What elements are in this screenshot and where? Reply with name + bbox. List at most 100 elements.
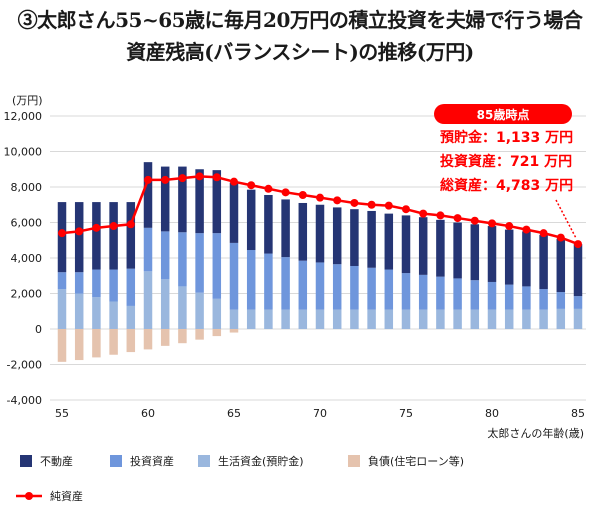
net-assets-point [453, 214, 462, 223]
legend-swatch [20, 455, 32, 467]
bar-segment [539, 234, 548, 290]
bar-segment [178, 329, 187, 344]
bar-segment [143, 162, 153, 228]
bar-segment [539, 309, 548, 329]
bar-segment [92, 202, 101, 270]
bar-segment [92, 269, 101, 298]
net-assets-point [436, 211, 445, 220]
bar-segment [160, 279, 170, 329]
bar-segment [350, 309, 359, 329]
legend-label: 投資資産 [130, 454, 174, 468]
y-axis: (万円) -4,000 -2,000 0 2,000 4,000 6,000 8,000 10… [4, 94, 43, 407]
bar-segment [212, 298, 222, 329]
net-assets-point [522, 225, 531, 234]
legend-label: 不動産 [40, 454, 73, 468]
bar-segment [178, 166, 187, 233]
bar-segment [470, 309, 480, 329]
bar-segment [212, 233, 222, 299]
net-assets-point [178, 174, 187, 183]
y-tick-label: 8,000 [11, 181, 43, 194]
x-tick-label: 70 [313, 407, 327, 420]
bar-segment [195, 329, 204, 340]
bar-segment [436, 276, 445, 310]
net-assets-line [58, 172, 582, 249]
annotation-pointer [555, 199, 577, 239]
bar-segment [367, 267, 376, 310]
bar-segment [401, 273, 411, 310]
bar-segment [229, 309, 239, 329]
bar-segment [298, 309, 308, 329]
bar-segment [315, 309, 325, 329]
y-axis-unit-label: (万円) [12, 94, 43, 107]
bar-segment [246, 309, 256, 329]
bar-segment [487, 309, 497, 329]
legend: 不動産 投資資産 生活資金(預貯金) 負債(住宅ローン等) 純資産 [16, 454, 464, 503]
legend-label: 純資産 [50, 490, 83, 503]
legend-swatch [198, 455, 210, 467]
bar-segment [504, 229, 514, 285]
bar-segment [470, 224, 480, 281]
net-assets-point [539, 229, 548, 238]
y-tick-label: 2,000 [11, 288, 43, 301]
bar-segment [212, 329, 222, 337]
bar-segment [436, 219, 445, 277]
bar-segment [556, 238, 566, 293]
bar-segment [453, 278, 462, 310]
bar-segment [264, 194, 273, 254]
bar-segment [109, 202, 118, 270]
bar-segment [522, 286, 531, 310]
x-axis: 太郎さんの年齢(歳) 55 60 65 70 75 80 85 [55, 407, 585, 440]
net-assets-point [333, 196, 342, 205]
net-assets-point [419, 209, 428, 218]
bar-segment [281, 309, 290, 329]
bar-segment [418, 217, 428, 275]
bar-segment [92, 329, 101, 358]
bar-segment [143, 227, 153, 272]
bar-segment [522, 231, 531, 287]
bar-segment [556, 292, 566, 309]
bar-segment [384, 269, 394, 310]
bar-segment [384, 309, 394, 329]
annotation-line: 総資産：4,783 万円 [440, 177, 573, 194]
net-assets-point [109, 222, 118, 231]
bar-segment [350, 265, 359, 310]
bar-segment [126, 329, 136, 353]
x-tick-label: 80 [485, 407, 499, 420]
annotation-badge-label: 85歳時点 [477, 107, 530, 122]
bar-segment [57, 329, 67, 362]
bar-segment [229, 242, 239, 310]
bar-segment [229, 182, 239, 243]
annotation-line: 預貯金：1,133 万円 [440, 129, 573, 146]
net-assets-point [505, 222, 514, 231]
net-assets-point [384, 201, 393, 210]
net-assets-point [126, 220, 135, 229]
x-tick-label: 60 [141, 407, 155, 420]
bar-segment [315, 204, 325, 263]
y-tick-label: -4,000 [7, 394, 42, 407]
x-tick-label: 55 [55, 407, 69, 420]
bar-segment [126, 305, 136, 329]
bar-segment [487, 226, 497, 282]
bar-segment [487, 281, 497, 310]
bar-segment [315, 262, 325, 310]
bar-segment [367, 309, 376, 329]
bar-segment [264, 309, 273, 329]
bar-segment [332, 207, 342, 265]
bar-segment [109, 269, 118, 302]
chart-title-line1: ③太郎さん55~65歳に毎月20万円の積立投資を夫婦で行う場合 [17, 8, 583, 32]
bar-segment [178, 232, 187, 287]
net-assets-point [161, 175, 170, 184]
chart-title-line2: 資産残高(バランスシート)の推移(万円) [126, 40, 474, 64]
legend-label: 負債(住宅ローン等) [368, 454, 464, 468]
bar-segment [74, 272, 84, 294]
bar-segment [573, 244, 583, 297]
bar-segment [74, 329, 84, 361]
bar-segment [229, 329, 239, 333]
net-assets-point [195, 172, 204, 181]
bar-segment [160, 166, 170, 232]
net-assets-point [247, 181, 256, 190]
bar-segment [195, 233, 204, 293]
bar-segment [436, 309, 445, 329]
